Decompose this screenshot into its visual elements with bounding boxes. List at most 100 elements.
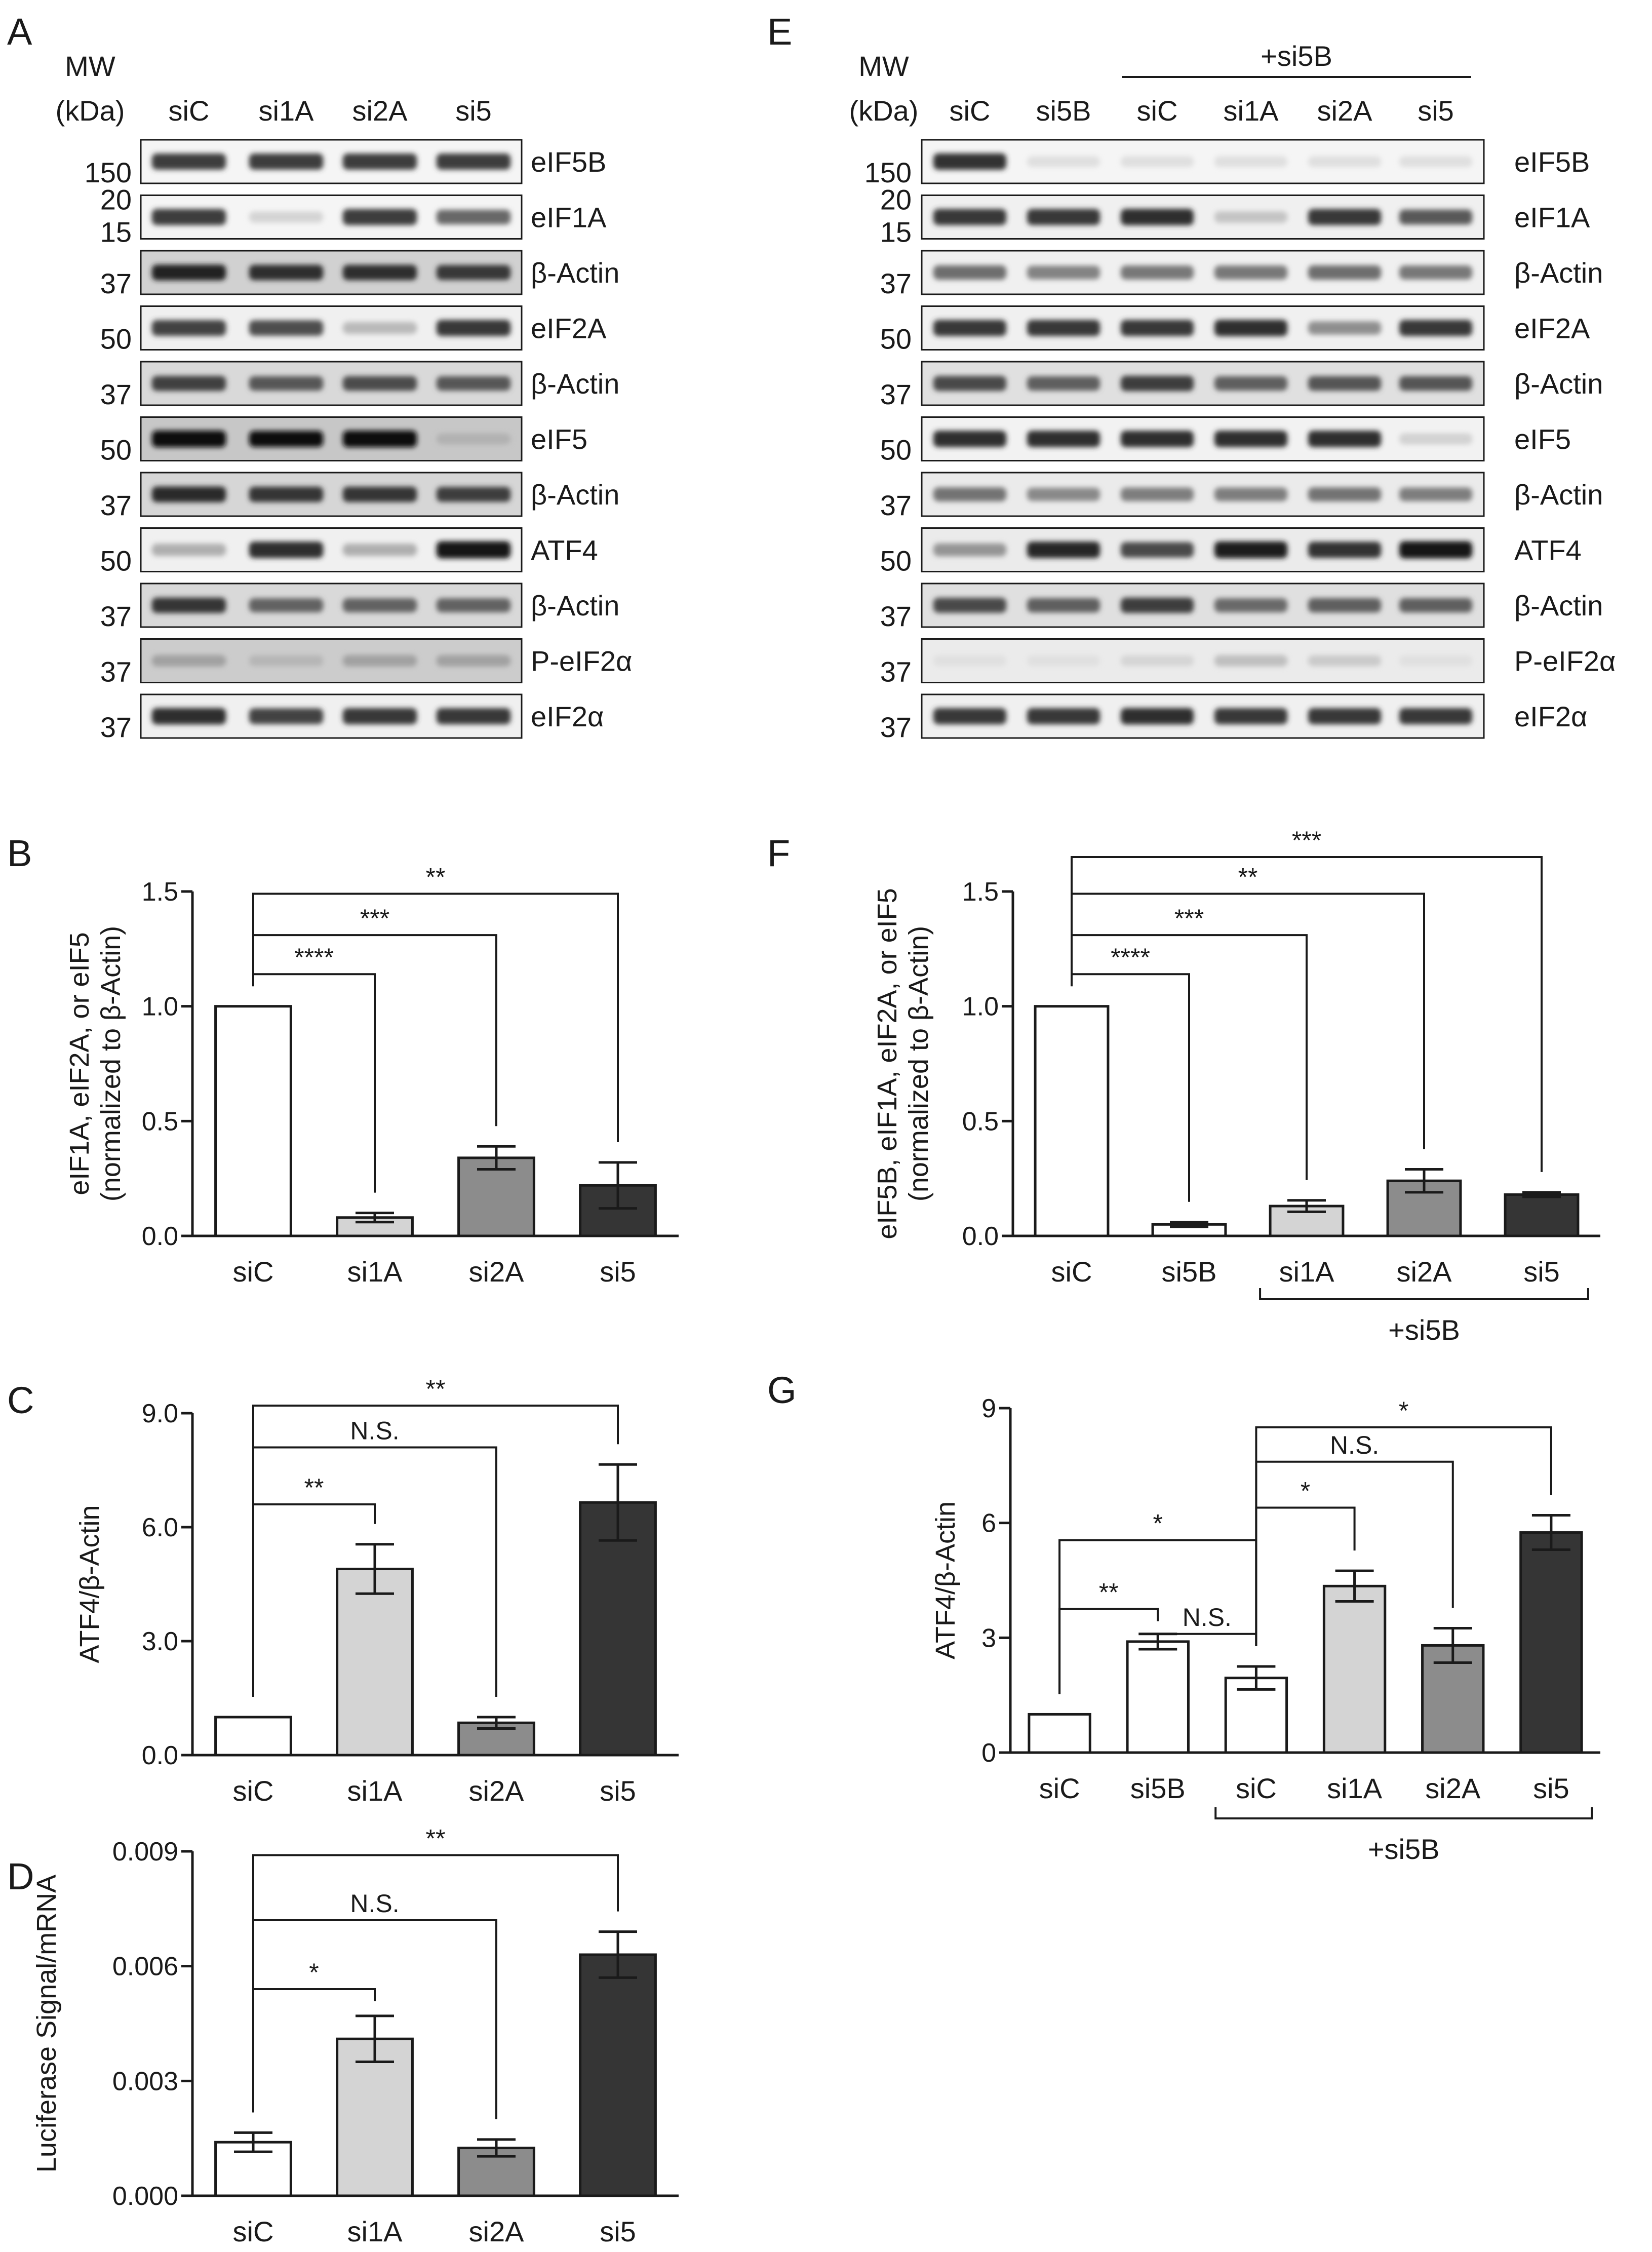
lane-label: siC (1137, 95, 1178, 127)
blot-strip (921, 472, 1485, 517)
blot-protein-label: β-Actin (531, 257, 619, 289)
blot-band (1399, 376, 1473, 391)
y-axis-label-line: (normalized to β-Actin) (903, 926, 934, 1201)
significance-label: * (1153, 1509, 1163, 1538)
blot-protein-label: eIF5 (531, 423, 587, 455)
significance-label: *** (1174, 904, 1204, 933)
blot-protein-label: eIF1A (531, 202, 607, 234)
blot-band (1214, 708, 1288, 724)
blot-band (1027, 209, 1100, 225)
blot-band (933, 708, 1007, 724)
blot-band (933, 376, 1007, 391)
significance-bracket (1071, 892, 1425, 1149)
blot-band (249, 211, 324, 223)
group-bracket (1259, 1288, 1589, 1300)
blot-band (342, 153, 417, 170)
blot-row: eIF2α 37 (100, 693, 604, 743)
blot-strip (921, 195, 1485, 240)
blot-band (249, 708, 324, 724)
x-tick-label: siC (1051, 1256, 1092, 1288)
mw-unit-label: (kDa) (56, 95, 125, 127)
blot-band (1399, 487, 1473, 501)
significance-label: * (1301, 1477, 1310, 1505)
blot-band (436, 598, 511, 612)
blot-mw-marker: 20 (100, 184, 132, 216)
y-axis-label-line: ATF4/β-Actin (930, 1501, 961, 1659)
blot-band (1308, 708, 1382, 724)
blot-band (342, 486, 417, 502)
blot-band (342, 543, 417, 556)
x-tick-label: si5B (1130, 1772, 1186, 1804)
group-bracket-label: +si5B (1388, 1314, 1460, 1346)
blot-band (151, 655, 226, 667)
significance-label: **** (1111, 943, 1150, 972)
blot-mw-marker: 15 (100, 216, 132, 248)
blot-band (1399, 598, 1473, 613)
blot-row: β-Actin 37 (100, 583, 619, 632)
blot-band (249, 153, 324, 170)
x-tick-label: si2A (469, 1256, 525, 1288)
significance-label: ** (1099, 1578, 1119, 1607)
blot-band (933, 543, 1007, 557)
significance-label: **** (294, 943, 334, 972)
blot-band (1399, 655, 1473, 666)
y-axis-label: Luciferase Signal/mRNA (31, 1875, 62, 2172)
blot-row: eIF5 50 (100, 416, 587, 466)
blot-band (249, 598, 324, 612)
x-tick-label: si2A (469, 1775, 525, 1807)
blot-band (1120, 156, 1194, 167)
blot-band (151, 486, 226, 502)
blot-band (151, 708, 226, 725)
bar (214, 1005, 292, 1237)
blot-mw-marker: 37 (100, 378, 132, 410)
blot-mw-marker: 150 (85, 157, 132, 188)
significance-label: N.S. (350, 1889, 399, 1918)
blot-band (1308, 655, 1382, 667)
y-axis-label-line: (normalized to β-Actin) (96, 926, 126, 1201)
blot-band (342, 598, 417, 612)
blot-band (151, 153, 226, 170)
blot-band (249, 541, 324, 558)
y-tick-label: 0.003 (112, 2067, 178, 2096)
y-tick-label: 3.0 (142, 1627, 178, 1656)
x-tick-label: si5 (1523, 1256, 1560, 1288)
blot-band (933, 320, 1007, 336)
y-tick-label: 0.009 (112, 1837, 178, 1867)
significance-label: * (1399, 1396, 1408, 1425)
x-tick-label: siC (233, 1775, 274, 1807)
blot-band (1308, 431, 1382, 447)
blot-band (1399, 708, 1473, 724)
blot-band (1027, 598, 1100, 613)
blot-row: eIF2A 50 (880, 305, 1590, 355)
y-tick-label: 0.5 (142, 1107, 178, 1136)
blot-band (1308, 487, 1382, 501)
blot-band (1214, 320, 1288, 336)
significance-label: ** (1238, 863, 1258, 891)
blot-protein-label: P-eIF2α (531, 645, 632, 677)
blot-row: β-Actin 37 (880, 583, 1603, 632)
y-axis-label-line: eIF1A, eIF2A, or eIF5 (64, 932, 95, 1195)
bar (1028, 1713, 1091, 1754)
blot-band (1120, 542, 1194, 558)
bar-chart-c: 0.0 3.0 6.0 9.0 ATF4/β-Actin siC si1A si2A si5 **… (74, 1375, 679, 1807)
blot-band (1120, 209, 1194, 225)
blot-band (1027, 655, 1100, 666)
x-tick-label: si2A (1425, 1772, 1481, 1804)
blot-protein-label: β-Actin (531, 368, 619, 400)
significance-label: * (309, 1958, 319, 1987)
blot-row: β-Actin 37 (880, 472, 1603, 521)
blot-band (933, 487, 1007, 501)
blot-strip (921, 250, 1485, 295)
blot-band (1027, 708, 1100, 724)
y-axis-label: ATF4/β-Actin (74, 1505, 105, 1663)
blot-row: P-eIF2α 37 (100, 638, 632, 688)
blot-protein-label: eIF2α (1514, 701, 1587, 732)
blot-band (436, 209, 511, 225)
blot-band (342, 264, 417, 281)
blot-band (436, 708, 511, 724)
blot-e: MW (kDa) siC si5B siC si1A si2A si5 +si5B eIF5B 15… (849, 40, 1616, 743)
blot-band (1214, 598, 1288, 612)
blot-mw-marker: 50 (100, 323, 132, 355)
blot-band (1308, 376, 1382, 391)
